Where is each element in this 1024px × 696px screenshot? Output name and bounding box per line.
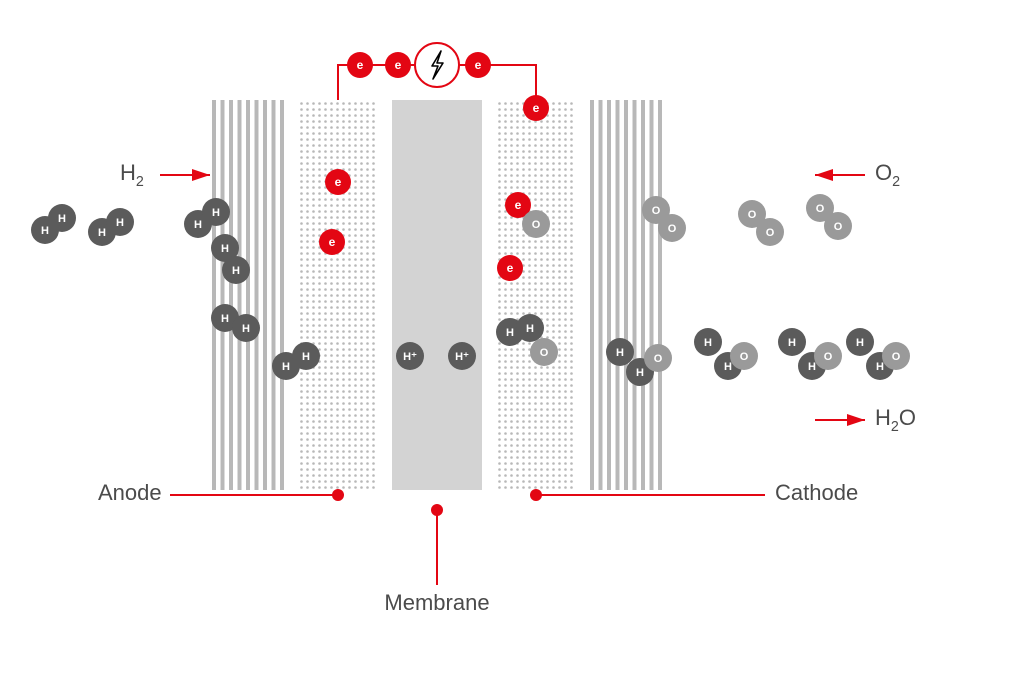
svg-text:H: H bbox=[302, 351, 310, 363]
svg-text:e: e bbox=[515, 198, 522, 212]
lightning-bolt-icon bbox=[415, 43, 459, 87]
svg-text:H: H bbox=[221, 313, 229, 325]
svg-text:H: H bbox=[212, 207, 220, 219]
svg-text:e: e bbox=[329, 235, 336, 249]
svg-text:H: H bbox=[876, 361, 884, 373]
svg-text:O: O bbox=[540, 347, 549, 359]
membrane-region bbox=[392, 100, 482, 490]
svg-text:H: H bbox=[221, 243, 229, 255]
svg-text:H: H bbox=[506, 327, 514, 339]
svg-text:e: e bbox=[335, 175, 342, 189]
svg-text:H: H bbox=[194, 219, 202, 231]
svg-text:H: H bbox=[808, 361, 816, 373]
svg-text:H: H bbox=[58, 213, 66, 225]
svg-text:H: H bbox=[282, 361, 290, 373]
svg-text:H⁺: H⁺ bbox=[455, 351, 469, 363]
svg-text:H: H bbox=[856, 337, 864, 349]
anode-catalyst-region bbox=[298, 100, 378, 490]
o2-label: O2 bbox=[875, 160, 900, 190]
svg-text:H: H bbox=[41, 225, 49, 237]
svg-text:e: e bbox=[533, 101, 540, 115]
svg-text:H: H bbox=[232, 265, 240, 277]
svg-text:e: e bbox=[357, 58, 364, 72]
svg-text:O: O bbox=[532, 219, 541, 231]
svg-text:O: O bbox=[652, 205, 661, 217]
svg-text:H: H bbox=[724, 361, 732, 373]
svg-text:e: e bbox=[395, 58, 402, 72]
h2o-label: H2O bbox=[875, 405, 916, 435]
fuel-cell-diagram: eeeeeeee HHHHHHHHHHHHH⁺H⁺HHHHHHHHHH OOOO… bbox=[0, 0, 1024, 696]
anode-stripe-region bbox=[212, 100, 284, 490]
h2-label: H2 bbox=[120, 160, 144, 190]
svg-text:H: H bbox=[526, 323, 534, 335]
svg-text:H: H bbox=[704, 337, 712, 349]
svg-text:H: H bbox=[616, 347, 624, 359]
cathode-catalyst-region bbox=[496, 100, 576, 490]
svg-text:e: e bbox=[507, 261, 514, 275]
svg-text:H: H bbox=[242, 323, 250, 335]
svg-text:H: H bbox=[788, 337, 796, 349]
svg-text:O: O bbox=[834, 221, 843, 233]
membrane-label: Membrane bbox=[384, 590, 489, 615]
cathode-label: Cathode bbox=[775, 480, 858, 505]
svg-text:O: O bbox=[740, 351, 749, 363]
svg-text:O: O bbox=[668, 223, 677, 235]
svg-text:H: H bbox=[98, 227, 106, 239]
svg-text:O: O bbox=[766, 227, 775, 239]
svg-text:H⁺: H⁺ bbox=[403, 351, 417, 363]
callout-lines-group bbox=[170, 489, 765, 585]
anode-label: Anode bbox=[98, 480, 162, 505]
svg-text:H: H bbox=[636, 367, 644, 379]
svg-text:O: O bbox=[892, 351, 901, 363]
svg-text:O: O bbox=[748, 209, 757, 221]
svg-text:H: H bbox=[116, 217, 124, 229]
svg-text:O: O bbox=[654, 353, 663, 365]
svg-text:O: O bbox=[824, 351, 833, 363]
svg-text:e: e bbox=[475, 58, 482, 72]
svg-text:O: O bbox=[816, 203, 825, 215]
cathode-stripe-region bbox=[590, 100, 662, 490]
